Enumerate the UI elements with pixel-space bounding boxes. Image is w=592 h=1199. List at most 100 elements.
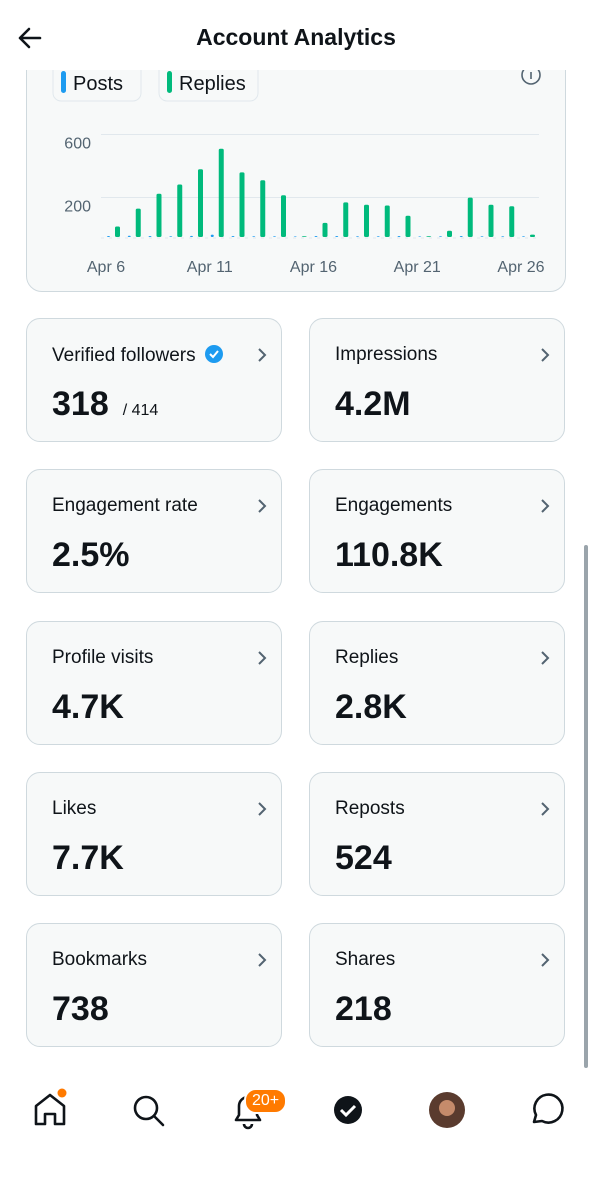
bar (210, 234, 214, 237)
back-button[interactable] (16, 24, 44, 52)
bar (335, 236, 339, 237)
bar (148, 236, 152, 237)
metric-card[interactable]: Bookmarks 738 (26, 923, 282, 1048)
bar (418, 236, 422, 237)
bar (397, 236, 401, 237)
bar (252, 236, 256, 237)
bar (301, 236, 307, 237)
profile-avatar[interactable] (429, 1092, 465, 1128)
page-title: Account Analytics (196, 24, 396, 50)
bar (115, 226, 120, 237)
chevron (258, 650, 267, 665)
metric-value: 738 (52, 990, 109, 1029)
chevron (541, 953, 550, 967)
bar (522, 236, 525, 237)
chart: 200 600 Posts Replies Apr 6 Apr 11 Apr 16 Apr 2… (52, 60, 545, 276)
metric-label: Replies (335, 646, 399, 668)
chevron (541, 348, 550, 362)
chevron (541, 650, 550, 665)
legend-label: Replies (179, 73, 246, 95)
legend-swatch (167, 71, 172, 93)
chart-card: 200 600 Posts Replies Apr 6 Apr 11 Apr 16 Apr 2… (26, 40, 566, 292)
search-icon[interactable] (133, 1095, 165, 1127)
bar (273, 236, 276, 237)
legend-swatch (61, 71, 66, 93)
bar (356, 236, 359, 237)
legend-label: Posts (73, 73, 123, 95)
scrollbar (584, 545, 588, 1068)
bar (384, 205, 390, 237)
metric-value: 318/ 414 (52, 385, 159, 423)
metric-label: Reposts (335, 797, 405, 819)
metric-card[interactable]: Likes 7.7K (26, 771, 282, 896)
header: Account Analytics (0, 0, 592, 70)
bar (509, 206, 515, 237)
bar (343, 202, 349, 237)
metric-label: Engagement rate (52, 495, 198, 517)
y-tick-label: 200 (64, 199, 91, 216)
metric-card[interactable]: Shares 218 (309, 923, 565, 1048)
metric-label: Engagements (335, 495, 453, 517)
x-tick-label: Apr 21 (394, 259, 441, 276)
bar (447, 230, 452, 237)
chevron (258, 953, 267, 967)
bar (293, 236, 297, 237)
chevron (258, 802, 267, 816)
bar (260, 180, 266, 237)
metric-label: Likes (52, 797, 97, 819)
x-tick-label: Apr 6 (87, 259, 125, 276)
metric-value: 524 (335, 838, 392, 877)
metric-value: 7.7K (52, 838, 124, 877)
chevron (541, 802, 550, 816)
metric-card[interactable]: Replies 2.8K (309, 620, 565, 745)
bottom-nav (0, 1072, 592, 1152)
metric-value: 4.7K (52, 687, 124, 726)
home-dot (57, 1088, 67, 1098)
bar (501, 236, 505, 237)
bar (314, 236, 318, 237)
metric-card[interactable]: Verified followers 318/ 414 (26, 318, 282, 442)
y-tick-label: 600 (64, 136, 91, 153)
bar (459, 236, 463, 237)
bar (467, 197, 473, 237)
bar (107, 236, 110, 237)
metric-label: Shares (335, 949, 396, 971)
metric-value: 2.8K (335, 687, 407, 726)
bar (231, 236, 235, 237)
notification-badge: 20+ (244, 1088, 288, 1114)
metric-label: Bookmarks (52, 949, 148, 971)
metric-value: 110.8K (335, 536, 443, 575)
metric-value: 4.2M (335, 385, 411, 423)
x-tick-label: Apr 11 (187, 259, 233, 276)
bar (190, 235, 193, 237)
messages-icon[interactable] (532, 1093, 564, 1124)
metric-value: 2.5% (52, 536, 130, 575)
bar (281, 195, 286, 237)
bar (177, 184, 183, 237)
bar (426, 236, 432, 237)
bar (135, 208, 141, 237)
metric-card[interactable]: Reposts 524 (309, 771, 565, 896)
metric-card[interactable]: Engagements 110.8K (309, 469, 565, 594)
bar (156, 193, 162, 237)
verified-icon[interactable] (334, 1096, 362, 1124)
metric-card[interactable]: Profile visits 4.7K (26, 620, 282, 745)
chevron (258, 499, 267, 514)
bar (218, 148, 224, 237)
bar (376, 236, 380, 237)
bar (405, 215, 411, 237)
metric-card[interactable]: Impressions 4.2M (309, 318, 565, 442)
x-tick-label: Apr 16 (290, 259, 337, 276)
bar (480, 236, 484, 237)
bar (127, 235, 131, 237)
metric-sub: / 414 (122, 402, 159, 419)
bar (530, 234, 535, 237)
bar (239, 172, 245, 237)
chevron (258, 348, 267, 362)
metric-card[interactable]: Engagement rate 2.5% (26, 469, 282, 594)
home-icon[interactable] (34, 1093, 66, 1126)
nav-icons (34, 1088, 564, 1130)
metric-label: Verified followers (52, 344, 224, 367)
bar (364, 204, 369, 237)
